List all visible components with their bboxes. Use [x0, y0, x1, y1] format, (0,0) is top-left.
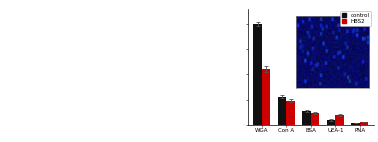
Bar [351, 123, 360, 125]
Y-axis label: Response (Hz): Response (Hz) [227, 44, 232, 89]
Bar [278, 97, 287, 125]
Bar [302, 111, 311, 125]
Bar [327, 120, 335, 125]
Bar [335, 115, 344, 125]
Bar [360, 122, 369, 125]
Bar [311, 113, 319, 125]
Bar [287, 101, 295, 125]
Legend: control, HBS2: control, HBS2 [340, 11, 372, 26]
Bar [262, 69, 271, 125]
Bar [253, 24, 262, 125]
